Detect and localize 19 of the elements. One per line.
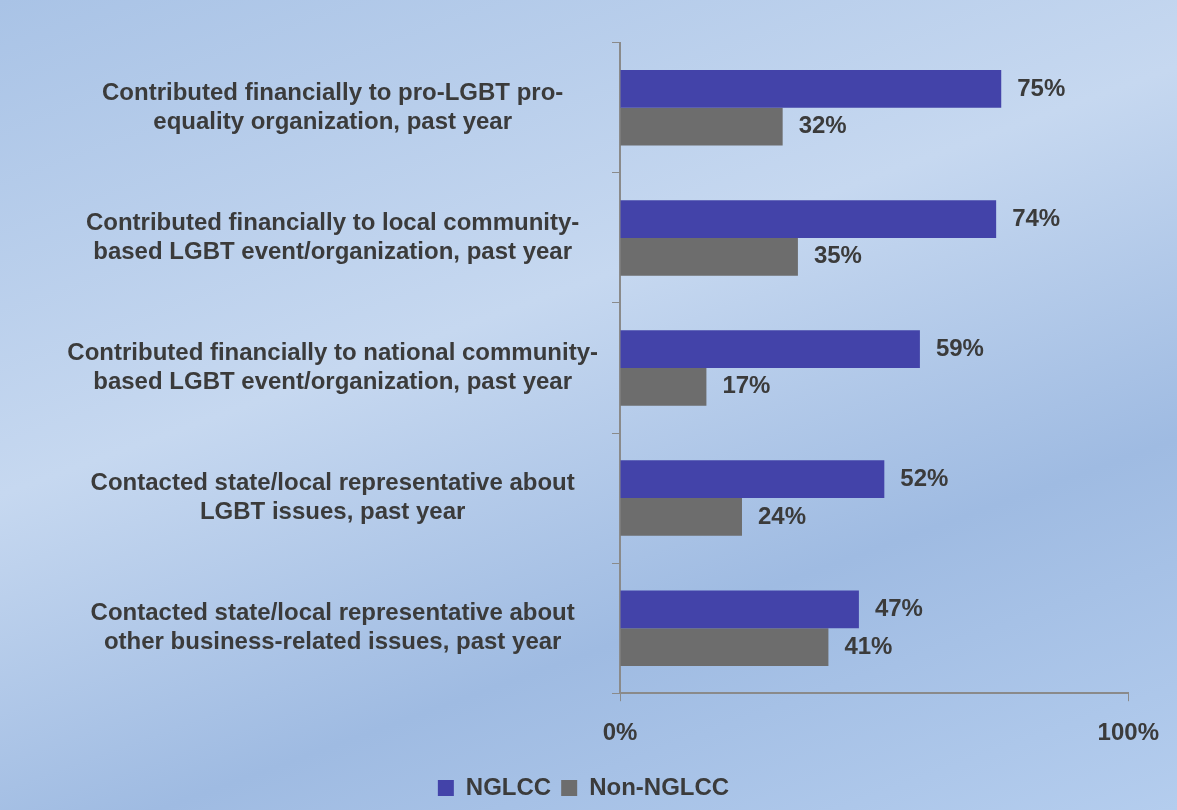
data-label: 41% <box>844 631 893 659</box>
y-tick-label: Contributed financially to local community-based LGBT event/organization, past year <box>85 208 580 264</box>
data-label: 24% <box>757 501 807 529</box>
data-label: 35% <box>813 241 862 269</box>
data-label: 17% <box>722 371 771 399</box>
data-label: 74% <box>1012 203 1061 231</box>
y-tick-label: Contacted state/local representative about other business-related issues, past year <box>90 598 575 655</box>
data-label: 32% <box>798 111 847 139</box>
y-tick-label: Contacted state/local representative about LGBT issues, past year <box>90 468 575 525</box>
legend-label: NGLCC <box>465 772 552 800</box>
data-label: 47% <box>874 593 923 621</box>
data-label: 59% <box>935 333 984 361</box>
data-label: 52% <box>900 463 949 491</box>
x-tick-label: 0% <box>602 718 638 746</box>
x-tick-label: 100% <box>1097 718 1159 746</box>
legend-label: Non-NGLCC <box>589 772 730 800</box>
data-label: 75% <box>1017 73 1066 101</box>
y-tick-label: Contributed financially to pro-LGBT pro-equality organization, past year <box>102 78 564 134</box>
y-tick-label: Contributed financially to national community-based LGBT event/organization, past year <box>67 338 599 395</box>
